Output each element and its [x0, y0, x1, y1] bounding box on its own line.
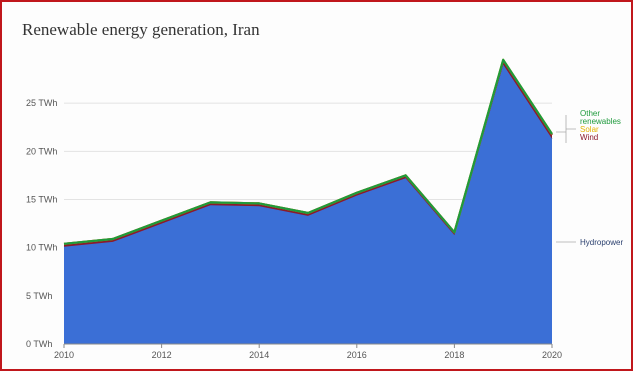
y-tick-label: 20 TWh [26, 146, 57, 156]
legend-bracket [556, 115, 576, 143]
y-tick-label: 25 TWh [26, 98, 57, 108]
x-tick-label: 2010 [54, 350, 74, 360]
y-tick-label: 15 TWh [26, 195, 57, 205]
x-tick-label: 2016 [347, 350, 367, 360]
y-tick-label: 5 TWh [26, 291, 52, 301]
legend-label: Solar [580, 125, 599, 134]
x-tick-label: 2018 [444, 350, 464, 360]
legend-label: renewables [580, 117, 621, 126]
area-hydropower [64, 64, 552, 344]
y-tick-label: 0 TWh [26, 339, 52, 349]
x-tick-label: 2012 [152, 350, 172, 360]
x-tick-label: 2014 [249, 350, 269, 360]
chart-title: Renewable energy generation, Iran [22, 20, 260, 39]
legend-label: Wind [580, 133, 598, 142]
y-tick-label: 10 TWh [26, 243, 57, 253]
x-tick-label: 2020 [542, 350, 562, 360]
line-other-renewables [63, 58, 553, 245]
legend-label: Other [580, 109, 600, 118]
legend-label-hydropower: Hydropower [580, 238, 623, 247]
